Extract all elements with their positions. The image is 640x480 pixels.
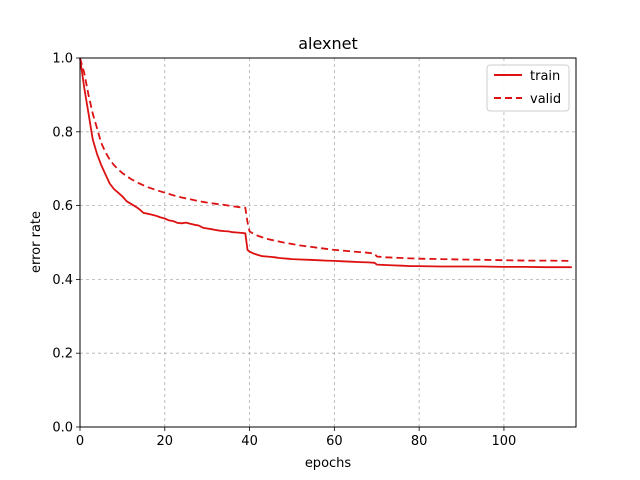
y-axis-label: error rate	[29, 211, 44, 273]
chart-title: alexnet	[298, 34, 358, 53]
x-tick-label: 20	[157, 434, 174, 449]
y-tick-label: 0.6	[52, 199, 73, 214]
tick-layer: 0 20 40 60 80 100 0.0 0.2 0.4 0.6 0.8 1.0	[52, 52, 516, 450]
y-tick-label: 0.8	[52, 125, 73, 140]
plot-frame	[79, 57, 577, 428]
x-tick-label: 100	[492, 434, 517, 449]
legend: train valid	[486, 64, 570, 112]
grid-layer	[80, 58, 576, 427]
y-tick-label: 0.4	[52, 273, 73, 288]
x-tick-label: 40	[241, 434, 258, 449]
x-axis-label: epochs	[305, 456, 352, 471]
y-tick-label: 0.0	[52, 421, 73, 436]
y-tick-label: 1.0	[52, 52, 73, 67]
series-layer	[79, 57, 572, 269]
x-tick-label: 0	[76, 434, 84, 449]
x-tick-label: 80	[411, 434, 428, 449]
series-line-train	[79, 57, 572, 269]
legend-box	[486, 64, 570, 112]
legend-label-train: train	[530, 69, 560, 84]
legend-label-valid: valid	[530, 92, 561, 107]
x-tick-label: 60	[326, 434, 343, 449]
series-line-valid	[79, 57, 572, 262]
y-tick-label: 0.2	[52, 347, 73, 362]
